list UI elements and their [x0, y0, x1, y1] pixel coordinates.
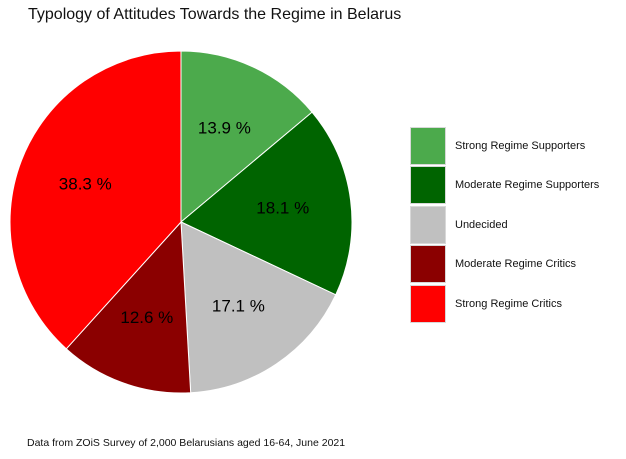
legend-item: Moderate Regime Supporters [410, 166, 599, 206]
slice-label: 13.9 % [198, 119, 251, 138]
slice-label: 18.1 % [256, 198, 309, 217]
chart-caption: Data from ZOiS Survey of 2,000 Belarusia… [27, 437, 346, 449]
pie-slice-moderate-regime-supporters [180, 111, 353, 296]
legend-swatch [410, 166, 446, 205]
pie-slice-undecided [180, 221, 337, 394]
slice-label: 12.6 % [120, 308, 173, 327]
legend-label: Strong Regime Supporters [455, 139, 586, 152]
legend-swatch [410, 205, 446, 244]
chart-title: Typology of Attitudes Towards the Regime… [28, 6, 402, 23]
legend-label: Strong Regime Critics [455, 297, 562, 310]
slice-label: 38.3 % [59, 175, 112, 194]
pie-slice-moderate-regime-critics [65, 220, 192, 394]
legend-item: Strong Regime Supporters [410, 126, 599, 166]
legend-swatch [410, 284, 446, 323]
legend-swatch [410, 245, 446, 284]
slice-label: 17.1 % [212, 297, 265, 316]
legend-item: Undecided [410, 205, 599, 245]
legend-item: Moderate Regime Critics [410, 245, 599, 285]
legend-label: Moderate Regime Supporters [455, 179, 600, 192]
pie-slice-strong-regime-critics [9, 50, 182, 350]
legend: Strong Regime Supporters Moderate Regime … [410, 126, 599, 324]
pie-slice-strong-regime-supporters [180, 50, 313, 224]
legend-swatch [410, 126, 446, 165]
legend-item: Strong Regime Critics [410, 284, 599, 324]
legend-label: Undecided [455, 218, 508, 231]
legend-label: Moderate Regime Critics [455, 258, 577, 271]
